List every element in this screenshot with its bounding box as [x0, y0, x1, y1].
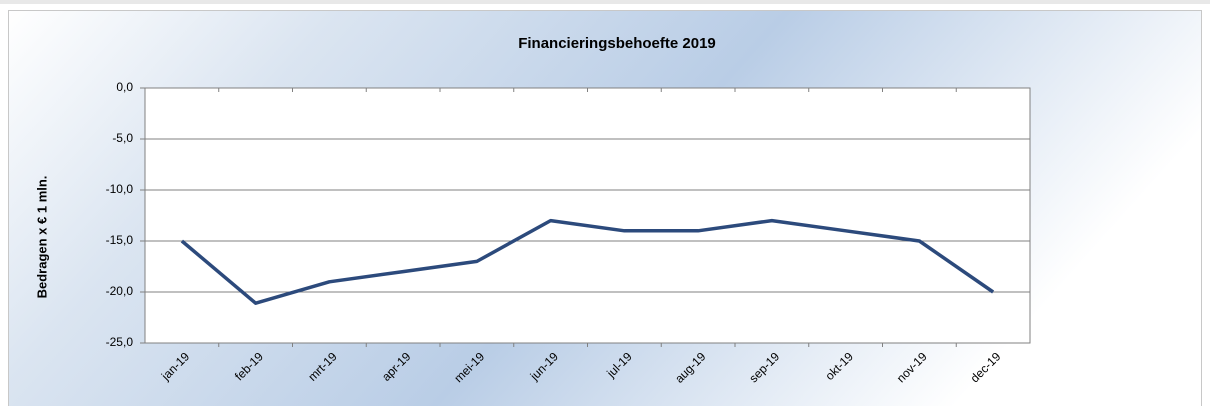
y-tick-label: 0,0	[116, 80, 133, 94]
top-bar	[0, 0, 1210, 4]
line-series	[180, 218, 995, 305]
chart-title: Financieringsbehoefte 2019	[518, 35, 716, 52]
y-tick-label: -20,0	[106, 284, 134, 298]
plot-area	[144, 87, 1031, 344]
y-tick-label: -15,0	[106, 233, 134, 247]
y-tick-label: -10,0	[106, 182, 134, 196]
y-axis-label: Bedragen x € 1 mln.	[34, 176, 49, 299]
y-tick-label: -25,0	[106, 335, 134, 349]
y-tick-label: -5,0	[112, 131, 133, 145]
